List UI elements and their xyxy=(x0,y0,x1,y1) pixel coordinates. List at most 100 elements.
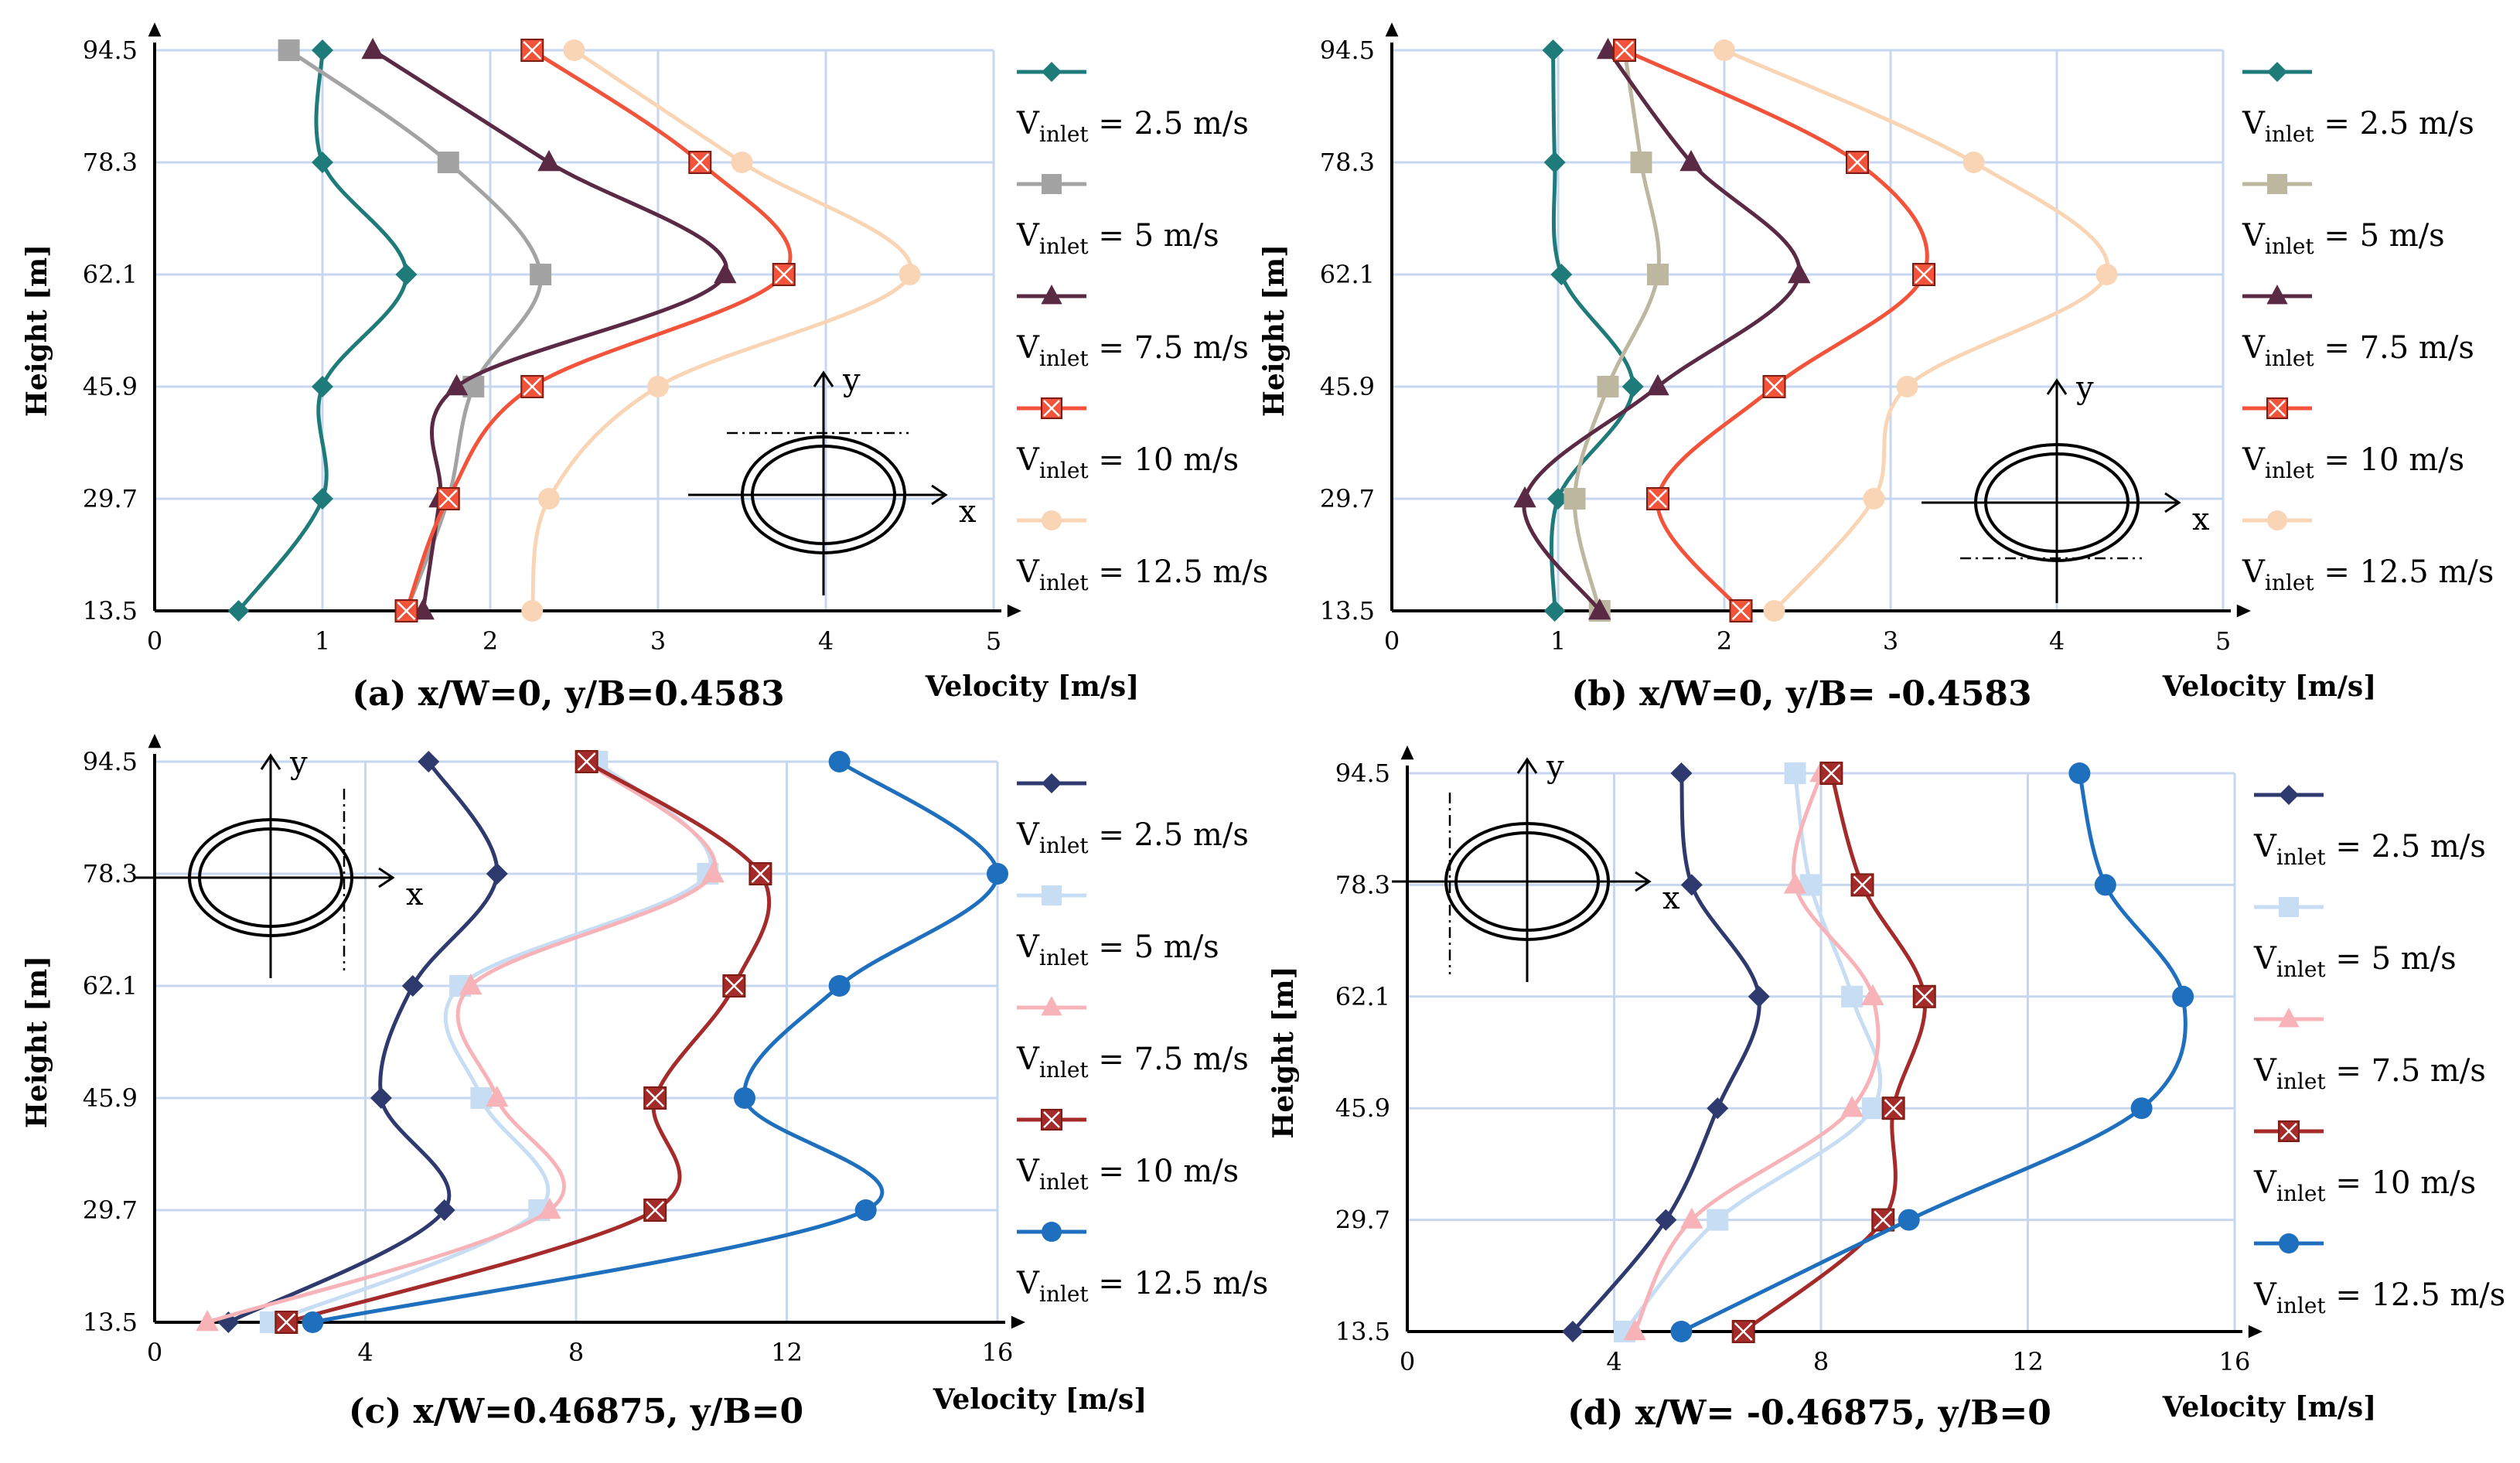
legend-entry-0: Vinlet = 2.5 m/s xyxy=(1016,62,1249,147)
panel-caption: (c) x/W=0.46875, y/B=0 xyxy=(349,1392,803,1431)
legend-marker xyxy=(1041,397,1062,419)
series-1 xyxy=(1613,762,1884,1342)
legend-marker xyxy=(1042,174,1062,194)
series-line xyxy=(530,48,913,612)
x-tick-label: 8 xyxy=(1813,1347,1829,1376)
data-point xyxy=(731,152,753,173)
x-tick-label: 1 xyxy=(315,626,330,656)
data-point xyxy=(1707,1209,1729,1231)
data-point xyxy=(1630,152,1652,173)
legend-entry-3: Vinlet = 10 m/s xyxy=(1016,1109,1239,1195)
x-tick-label: 2 xyxy=(483,626,498,656)
y-tick-label: 29.7 xyxy=(1335,1206,1390,1235)
series-line xyxy=(227,760,500,1325)
y-tick-label: 78.3 xyxy=(83,148,138,177)
data-point xyxy=(278,39,300,61)
data-point xyxy=(1896,376,1918,397)
inset-y-arrow xyxy=(1516,757,1538,774)
legend-marker xyxy=(2266,397,2288,419)
y-tick-label: 62.1 xyxy=(83,971,138,1001)
data-point xyxy=(370,1087,392,1109)
legend-label: Vinlet = 10 m/s xyxy=(2253,1165,2476,1206)
data-point xyxy=(538,1197,561,1219)
legend-label: Vinlet = 12.5 m/s xyxy=(1016,554,1268,595)
panel-caption: (a) x/W=0, y/B=0.4583 xyxy=(352,674,784,714)
data-point xyxy=(575,750,598,773)
series-0 xyxy=(1562,762,1770,1342)
data-point xyxy=(1562,1321,1584,1342)
legend-marker xyxy=(1042,1222,1062,1242)
data-point xyxy=(828,751,851,772)
data-point xyxy=(1850,873,1874,897)
series-line xyxy=(285,759,772,1325)
data-point xyxy=(1714,39,1735,61)
legend-marker xyxy=(1042,885,1062,905)
y-tick-label: 94.5 xyxy=(83,747,138,776)
x-tick-label: 12 xyxy=(2012,1347,2044,1376)
series-line xyxy=(1680,772,2188,1334)
series-2 xyxy=(196,749,725,1332)
data-point xyxy=(714,261,737,284)
data-point xyxy=(1680,1207,1703,1229)
legend-label: Vinlet = 7.5 m/s xyxy=(1016,1042,1249,1083)
inset-x-label: x xyxy=(1662,881,1680,916)
data-point xyxy=(227,600,250,622)
data-point xyxy=(275,1311,298,1334)
x-tick-label: 4 xyxy=(818,626,834,656)
data-point xyxy=(2130,1097,2153,1120)
data-point xyxy=(1962,152,1985,173)
legend-entry-2: Vinlet = 7.5 m/s xyxy=(2242,285,2474,371)
legend-marker xyxy=(2266,285,2288,305)
legend-label: Vinlet = 12.5 m/s xyxy=(2242,554,2494,595)
data-point xyxy=(436,487,460,510)
data-point xyxy=(1840,1096,1864,1117)
y-axis-title: Height [m] xyxy=(21,956,53,1128)
data-point xyxy=(401,975,424,997)
legend-marker xyxy=(1042,510,1062,530)
inset-y-arrow xyxy=(2046,378,2068,395)
inset-x-arrow xyxy=(2164,492,2181,513)
data-point xyxy=(433,1199,455,1221)
legend-label: Vinlet = 5 m/s xyxy=(1016,929,1219,970)
series-2 xyxy=(1623,760,1884,1341)
legend-entry-2: Vinlet = 7.5 m/s xyxy=(1016,996,1249,1083)
chart-panel-d: 0 4 8 12 16 13.5 29.7 45.9 62.1 78.3 94.5 Height [m… xyxy=(1267,745,2505,1433)
x-axis-title: Velocity [m/s] xyxy=(2162,1391,2376,1424)
y-tick-label: 13.5 xyxy=(83,596,138,626)
series-1 xyxy=(278,39,552,622)
legend-entry-4: Vinlet = 12.5 m/s xyxy=(2253,1233,2505,1318)
data-point xyxy=(1646,487,1669,510)
x-tick-label: 0 xyxy=(1384,626,1400,656)
data-point xyxy=(1513,486,1536,508)
x-tick-label: 0 xyxy=(147,626,162,656)
inset-diagram: xy xyxy=(1392,749,1680,982)
x-tick-label: 0 xyxy=(147,1338,162,1367)
legend-entry-4: Vinlet = 12.5 m/s xyxy=(1016,1222,1268,1307)
series-1 xyxy=(1563,39,1669,622)
legend-entry-4: Vinlet = 12.5 m/s xyxy=(2242,510,2494,595)
inset-x-arrow xyxy=(931,484,948,506)
y-tick-label: 94.5 xyxy=(1335,759,1390,788)
legend-marker xyxy=(2279,897,2299,917)
y-tick-label: 78.3 xyxy=(1320,148,1375,177)
chart-panel-c: 0 4 8 12 16 13.5 29.7 45.9 62.1 78.3 94.5 Height [m… xyxy=(21,734,1268,1431)
series-line xyxy=(206,760,718,1325)
data-point xyxy=(643,1086,667,1110)
data-point xyxy=(1763,600,1785,622)
data-point xyxy=(445,373,469,396)
legend-label: Vinlet = 5 m/s xyxy=(2242,218,2445,259)
series-0 xyxy=(217,751,508,1333)
data-point xyxy=(394,599,418,622)
data-point xyxy=(459,973,483,995)
legend-label: Vinlet = 5 m/s xyxy=(1016,218,1219,259)
legend-label: Vinlet = 7.5 m/s xyxy=(2242,330,2474,371)
legend-entry-3: Vinlet = 10 m/s xyxy=(2253,1120,2476,1206)
inset-diagram: xy xyxy=(135,745,424,978)
legend-marker xyxy=(1042,62,1062,82)
data-point xyxy=(537,488,560,510)
x-tick-label: 4 xyxy=(357,1338,373,1367)
data-point xyxy=(302,1311,324,1333)
data-point xyxy=(899,264,921,285)
y-axis-title: Height [m] xyxy=(1267,966,1300,1138)
